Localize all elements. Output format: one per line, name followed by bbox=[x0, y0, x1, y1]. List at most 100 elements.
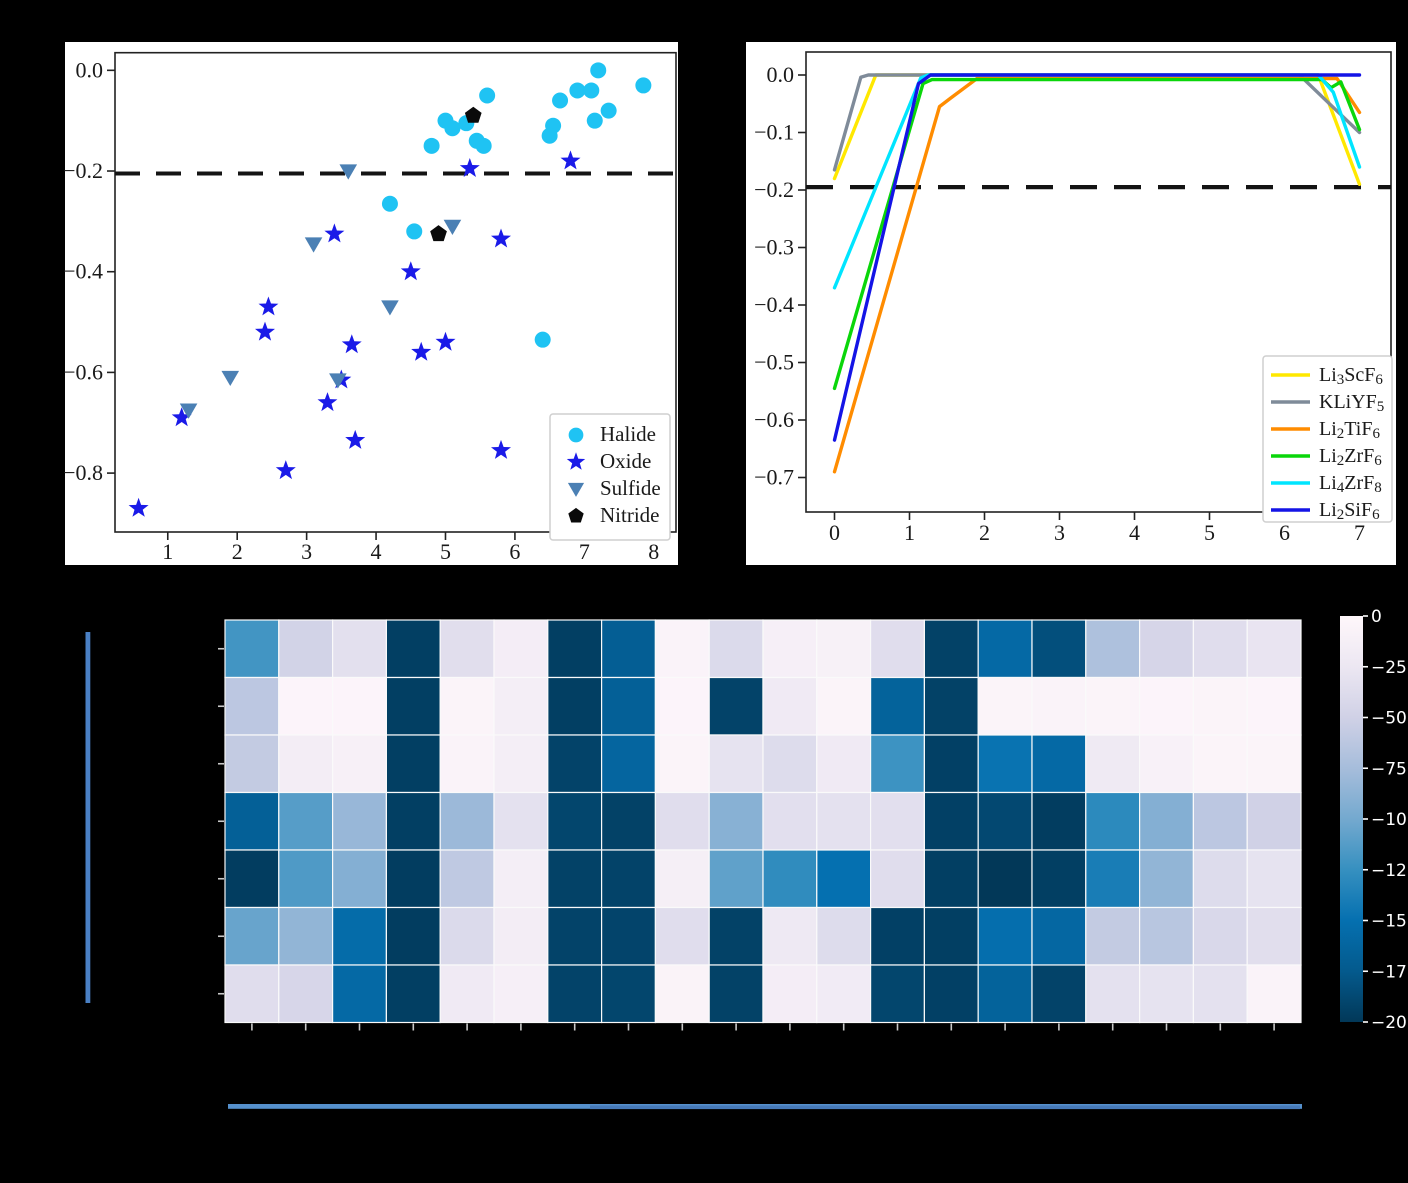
heatmap-cell bbox=[439, 619, 495, 679]
colorbar-tick-label: −200 bbox=[1371, 1013, 1408, 1033]
colorbar-tick-label: −150 bbox=[1371, 912, 1408, 932]
heatmap-cell bbox=[1192, 734, 1248, 794]
heatmap-cell bbox=[708, 619, 764, 679]
heatmap-cell bbox=[332, 734, 388, 794]
y-tick-label: 0.0 bbox=[76, 57, 104, 82]
heatmap-cell bbox=[600, 619, 656, 679]
legend-label: Li4ZrF8 bbox=[1319, 472, 1382, 496]
oxide-point bbox=[317, 392, 338, 412]
heatmap-cell bbox=[708, 676, 764, 736]
heatmap-cell bbox=[977, 734, 1033, 794]
y-tick-label: −0.6 bbox=[754, 407, 794, 432]
heatmap-cell bbox=[1085, 619, 1141, 679]
star-marker bbox=[566, 452, 586, 470]
heatmap-cell bbox=[493, 849, 549, 909]
heatmap-cell bbox=[869, 906, 925, 966]
oxide-point bbox=[491, 439, 511, 459]
sulfide-point bbox=[179, 403, 198, 419]
legend-label: Li3ScF6 bbox=[1319, 364, 1383, 388]
x-tick-label: 4 bbox=[1129, 520, 1140, 545]
heatmap-cell bbox=[869, 676, 925, 736]
x-tick-label: 0 bbox=[829, 520, 840, 545]
oxide-point bbox=[341, 334, 362, 354]
heatmap-cell bbox=[1192, 791, 1248, 851]
heatmap-cell bbox=[762, 906, 818, 966]
heatmap-cell bbox=[816, 619, 872, 679]
colorbar-tick-label: −50 bbox=[1371, 709, 1407, 729]
heatmap-cell bbox=[439, 906, 495, 966]
heatmap-cell bbox=[439, 791, 495, 851]
heatmap-cell bbox=[332, 676, 388, 736]
heatmap-cell bbox=[654, 849, 710, 909]
x-tick-label: 5 bbox=[1204, 520, 1215, 545]
heatmap-cell bbox=[385, 734, 441, 794]
heatmap-cell bbox=[1138, 676, 1194, 736]
heatmap-cell bbox=[1031, 734, 1087, 794]
heatmap-cell bbox=[1138, 791, 1194, 851]
heatmap-cell bbox=[1085, 791, 1141, 851]
y-tick-label: −0.8 bbox=[63, 460, 103, 485]
heatmap-cell bbox=[923, 676, 979, 736]
oxide-point bbox=[255, 321, 275, 341]
colorbar-bar bbox=[1340, 616, 1363, 1022]
axes-frame bbox=[114, 51, 677, 533]
heatmap-cell bbox=[762, 619, 818, 679]
heatmap-cell bbox=[816, 791, 872, 851]
heatmap-cell bbox=[224, 964, 280, 1024]
axes-frame bbox=[805, 51, 1392, 513]
heatmap-cell bbox=[224, 619, 280, 679]
heatmap-cell bbox=[547, 734, 603, 794]
colorbar-tick-label: −100 bbox=[1371, 810, 1408, 830]
heatmap-cell bbox=[762, 791, 818, 851]
heatmap-cell bbox=[547, 619, 603, 679]
colorbar: 0 −25 −50 −75 −100 −125 −150 −175 −200 bbox=[1340, 607, 1408, 1033]
heatmap-cell bbox=[923, 964, 979, 1024]
x-tick-label: 7 bbox=[579, 539, 590, 564]
heatmap-cell bbox=[654, 619, 710, 679]
x-tick-label: 3 bbox=[1054, 520, 1065, 545]
oxide-point bbox=[345, 429, 366, 449]
heatmap-cell bbox=[708, 734, 764, 794]
y-tick-label: −0.2 bbox=[63, 158, 103, 183]
colorbar-tick-label: 0 bbox=[1371, 607, 1382, 627]
heatmap-cell bbox=[816, 849, 872, 909]
circle-marker bbox=[568, 427, 584, 443]
heatmap-cell bbox=[600, 676, 656, 736]
heatmap-cell bbox=[600, 734, 656, 794]
oxide-point bbox=[435, 331, 456, 351]
y-tick-label: −0.4 bbox=[754, 292, 794, 317]
halide-point bbox=[586, 112, 603, 129]
heatmap-cell bbox=[547, 791, 603, 851]
heatmap-cell bbox=[278, 906, 334, 966]
heatmap-cell bbox=[654, 734, 710, 794]
heatmap-cell bbox=[1192, 964, 1248, 1024]
x-tick-label: 1 bbox=[904, 520, 915, 545]
scatter-series-sulfide bbox=[179, 164, 462, 419]
x-tick-label: 7 bbox=[1354, 520, 1365, 545]
heatmap-cell bbox=[1031, 906, 1087, 966]
heatmap-cell bbox=[332, 849, 388, 909]
sulfide-point bbox=[304, 237, 323, 253]
heatmap-cell bbox=[1246, 734, 1302, 794]
left-annotation-bar bbox=[85, 632, 91, 1003]
scatter-series-halide bbox=[381, 62, 652, 348]
heatmap-cell bbox=[385, 964, 441, 1024]
y-tick-label: −0.5 bbox=[754, 350, 794, 375]
scatter-series-nitride bbox=[430, 106, 482, 242]
colorbar-tick-label: −175 bbox=[1371, 962, 1408, 982]
heatmap-cell bbox=[869, 849, 925, 909]
heatmap-cell bbox=[654, 906, 710, 966]
halide-point bbox=[423, 137, 440, 154]
x-tick-label: 5 bbox=[440, 539, 451, 564]
legend: Halide Oxide Sulfide Nitride bbox=[549, 413, 671, 541]
x-tick-label: 8 bbox=[648, 539, 659, 564]
heatmap-cell bbox=[224, 791, 280, 851]
heatmap-cell bbox=[1085, 676, 1141, 736]
heatmap-cell bbox=[708, 964, 764, 1024]
legend-label: Li2ZrF6 bbox=[1319, 445, 1382, 469]
heatmap-cell bbox=[1085, 849, 1141, 909]
heatmap-cell bbox=[332, 619, 388, 679]
heatmap-cell bbox=[977, 619, 1033, 679]
y-tick-label: 0.0 bbox=[767, 62, 795, 87]
pentagon-marker bbox=[568, 507, 584, 523]
